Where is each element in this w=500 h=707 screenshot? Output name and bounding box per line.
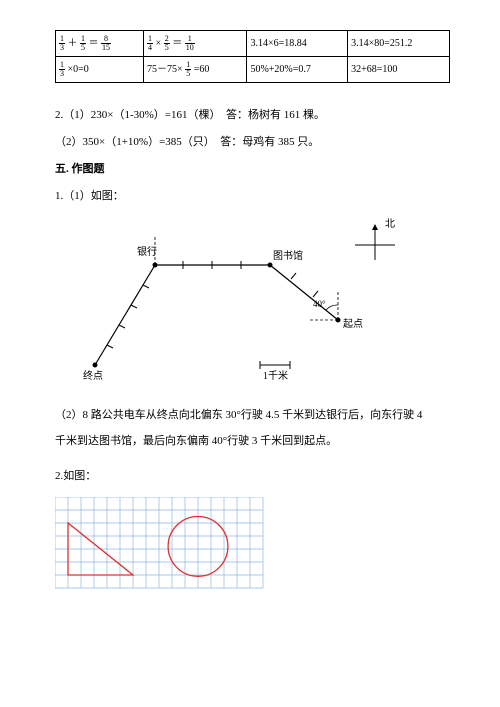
cell: 75－75× 15 =60 <box>144 57 247 83</box>
cell: 13 ＋ 15 ＝ 815 <box>56 31 144 57</box>
answer-line: 2.（1）230×（1-30%）=161（棵） 答：杨树有 161 棵。 <box>55 105 450 126</box>
scale-label: 1千米 <box>263 369 288 382</box>
cell: 3.14×80=251.2 <box>348 31 450 57</box>
cell: 3.14×6=18.84 <box>247 31 348 57</box>
bank-label: 银行 <box>137 245 157 258</box>
route-diagram: 北 <box>55 215 435 395</box>
angle-label: 40° <box>313 299 326 309</box>
answer-line: （2）350×（1+10%）=385（只） 答：母鸡有 385 只。 <box>55 132 450 153</box>
grid-figure <box>55 497 265 587</box>
calc-table: 13 ＋ 15 ＝ 815 14 × 25 ＝ 110 3.14×6=18.84… <box>55 30 450 83</box>
end-label: 终点 <box>83 369 103 382</box>
cell: 14 × 25 ＝ 110 <box>144 31 247 57</box>
cell: 50%+20%=0.7 <box>247 57 348 83</box>
table-row: 13 ＋ 15 ＝ 815 14 × 25 ＝ 110 3.14×6=18.84… <box>56 31 450 57</box>
library-label: 图书馆 <box>273 249 303 262</box>
cell: 32+68=100 <box>348 57 450 83</box>
problem-text: 千米到达图书馆，最后向东偏南 40°行驶 3 千米回到起点。 <box>55 431 450 452</box>
problem-text: （2）8 路公共电车从终点向北偏东 30°行驶 4.5 千米到达银行后，向东行驶… <box>55 405 450 426</box>
problem-text: 2.如图： <box>55 466 450 487</box>
problem-text: 1.（1）如图： <box>55 186 450 207</box>
north-label: 北 <box>385 218 395 230</box>
cell: 13 ×0=0 <box>56 57 144 83</box>
start-label: 起点 <box>343 318 363 330</box>
table-row: 13 ×0=0 75－75× 15 =60 50%+20%=0.7 32+68=… <box>56 57 450 83</box>
section-heading: 五. 作图题 <box>55 159 450 180</box>
